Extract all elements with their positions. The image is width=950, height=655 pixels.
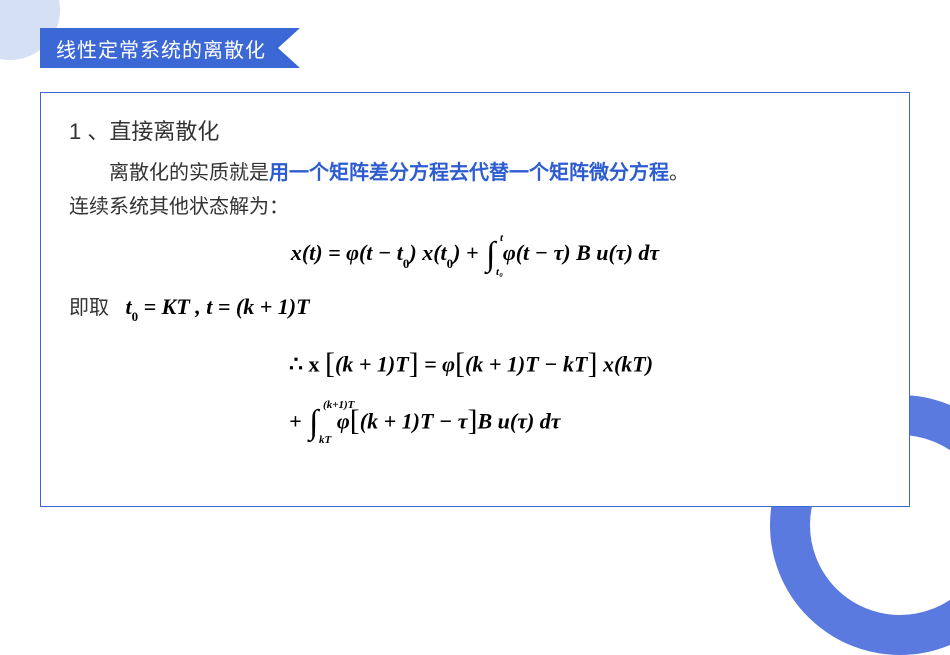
intro-suffix: 。 xyxy=(669,162,689,184)
intro-line-2: 连续系统其他状态解为： xyxy=(69,190,881,224)
eq4-plus: + xyxy=(289,408,307,433)
eq3-arg1: (k + 1)T xyxy=(335,351,409,376)
equation-3: ∴ x [(k + 1)T] = φ[(k + 1)T − kT] x(kT) xyxy=(69,341,881,392)
section-ribbon: 线性定常系统的离散化 xyxy=(40,28,300,68)
ribbon-title: 线性定常系统的离散化 xyxy=(56,34,266,63)
eq4-integral: ∫(k+1)TkT xyxy=(309,404,318,441)
equation-1: x(t) = φ(t − t0) x(t0) + ∫tt₀ φ(t − τ) B… xyxy=(69,234,881,274)
eq3-arg2: (k + 1)T − kT xyxy=(465,351,587,376)
eq1-sub2: 0 xyxy=(447,253,454,275)
eq2-rest: = KT , t = (k + 1)T xyxy=(138,294,309,319)
eq1-lhs: x(t) = φ(t − t xyxy=(291,240,403,265)
eq2-sub: 0 xyxy=(132,306,139,328)
eq1-int-lower: t₀ xyxy=(496,263,503,282)
eq1-mid1: ) x(t xyxy=(409,240,446,265)
intro-line-1: 离散化的实质就是用一个矩阵差分方程去代替一个矩阵微分方程。 xyxy=(69,156,881,190)
intro-prefix: 离散化的实质就是 xyxy=(109,162,269,184)
equation-4: + ∫(k+1)TkT φ[(k + 1)T − τ]B u(τ) dτ xyxy=(69,398,881,449)
eq1-mid2: ) + xyxy=(453,240,484,265)
eq1-rhs: φ(t − τ) B u(τ) dτ xyxy=(497,240,659,265)
equation-2-row: 即取 t0 = KT , t = (k + 1)T xyxy=(69,288,881,326)
eq2-label: 即取 xyxy=(69,297,109,319)
eq4-tail: B u(τ) dτ xyxy=(477,408,560,433)
eq4-arg: (k + 1)T − τ xyxy=(360,408,468,433)
eq3-eqphi: = φ xyxy=(419,351,455,376)
eq3-tail: x(kT) xyxy=(597,351,653,376)
eq1-sub1: 0 xyxy=(403,253,410,275)
intro-highlight: 用一个矩阵差分方程去代替一个矩阵微分方程 xyxy=(269,162,669,184)
eq2-t: t xyxy=(120,294,132,319)
eq1-int-upper: t xyxy=(500,229,503,248)
eq3-therefore: ∴ x xyxy=(289,351,325,376)
eq1-integral: ∫tt₀ xyxy=(486,237,495,274)
eq4-int-lower: kT xyxy=(319,431,331,450)
section-number: 1 、直接离散化 xyxy=(69,113,881,150)
content-panel: 1 、直接离散化 离散化的实质就是用一个矩阵差分方程去代替一个矩阵微分方程。 连… xyxy=(40,92,910,507)
